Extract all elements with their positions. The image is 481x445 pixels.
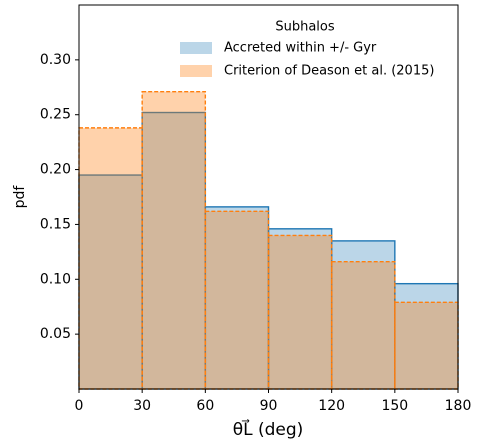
x-tick-label: 180 — [445, 398, 472, 414]
histogram-bar — [78, 127, 143, 390]
legend-swatch — [180, 42, 212, 54]
x-tick-label: 30 — [133, 398, 151, 414]
x-tick-label: 0 — [75, 398, 84, 414]
y-tick-label: 0.30 — [40, 52, 71, 68]
legend-title: Subhalos — [275, 20, 335, 35]
legend-label: Accreted within +/- Gyr — [224, 41, 377, 56]
histogram-bar — [204, 206, 270, 390]
histogram-bar — [330, 261, 396, 390]
y-axis-label: pdf — [12, 185, 28, 209]
y-tick-label: 0.15 — [40, 216, 71, 232]
x-tick-label: 120 — [318, 398, 345, 414]
x-tick-label: 90 — [260, 398, 278, 414]
histogram-bar — [141, 90, 207, 390]
histogram-bar — [394, 301, 459, 390]
legend-swatch — [180, 65, 212, 77]
legend-label: Criterion of Deason et al. (2015) — [224, 64, 434, 79]
x-tick-label: 150 — [381, 398, 408, 414]
histogram-bar — [204, 210, 270, 390]
y-tick-label: 0.10 — [40, 271, 71, 287]
histogram-bar — [141, 111, 207, 390]
y-tick-label: 0.05 — [40, 326, 71, 342]
histogram-bar — [78, 174, 143, 390]
histogram-bar — [267, 228, 333, 390]
y-tick-label: 0.20 — [40, 162, 71, 178]
x-tick-label: 60 — [196, 398, 214, 414]
histogram-bar — [267, 234, 333, 390]
x-axis-label: θL⃗ (deg) — [233, 418, 304, 440]
y-tick-label: 0.25 — [40, 107, 71, 123]
